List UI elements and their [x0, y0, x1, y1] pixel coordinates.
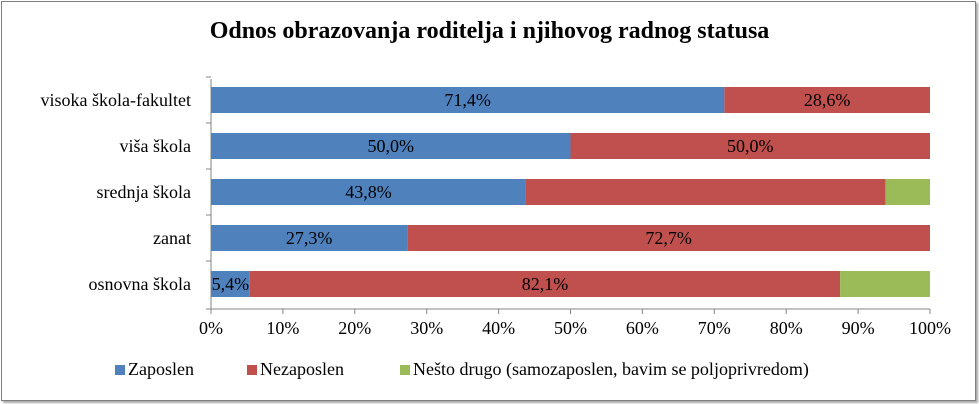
data-label: 5,4% — [212, 274, 250, 294]
bar-segment-zaposlen — [211, 225, 408, 251]
category-label: srednja škola — [97, 182, 191, 202]
data-label: 27,3% — [286, 228, 333, 248]
category-label: visoka škola-fakultet — [41, 90, 191, 110]
x-tick-label: 90% — [842, 318, 875, 338]
chart-title: Odnos obrazovanja roditelja i njihovog r… — [209, 18, 770, 44]
category-label: viša škola — [120, 136, 192, 156]
x-tick-label: 100% — [909, 318, 951, 338]
bar-segment-zaposlen — [211, 271, 250, 297]
bar-segment-nezaposlen — [570, 133, 930, 159]
x-tick-label: 70% — [698, 318, 731, 338]
legend-swatch — [115, 365, 125, 375]
data-label: 82,1% — [522, 274, 569, 294]
data-label: 71,4% — [444, 90, 491, 110]
x-tick-label: 0% — [199, 318, 223, 338]
bar-segment-nešto — [885, 179, 930, 205]
x-tick-label: 50% — [554, 318, 587, 338]
x-tick-label: 30% — [410, 318, 443, 338]
bar-segment-zaposlen — [211, 133, 571, 159]
x-tick-label: 10% — [266, 318, 299, 338]
bar-segment-nezaposlen — [724, 87, 930, 113]
bar-segment-nezaposlen — [407, 225, 930, 251]
bar-segment-zaposlen — [211, 87, 725, 113]
data-label: 28,6% — [804, 90, 851, 110]
x-tick-label: 20% — [338, 318, 371, 338]
legend-label: Nezaposlen — [260, 359, 344, 379]
x-tick-label: 80% — [770, 318, 803, 338]
bar-segment-nezaposlen — [249, 271, 841, 297]
legend-swatch — [400, 365, 410, 375]
data-label: 50,0% — [727, 136, 774, 156]
bar-segment-nešto — [840, 271, 930, 297]
legend-label: Zaposlen — [128, 359, 194, 379]
category-label: osnovna škola — [89, 274, 192, 294]
category-label: zanat — [153, 228, 191, 248]
legend-swatch — [247, 365, 257, 375]
data-label: 43,8% — [345, 182, 392, 202]
data-label: 50,0% — [368, 136, 415, 156]
x-tick-label: 40% — [482, 318, 515, 338]
bar-segment-nezaposlen — [525, 179, 886, 205]
data-label: 72,7% — [645, 228, 692, 248]
x-tick-label: 60% — [626, 318, 659, 338]
legend-label: Nešto drugo (samozaposlen, bavim se polj… — [413, 359, 809, 380]
bar-segment-zaposlen — [211, 179, 526, 205]
